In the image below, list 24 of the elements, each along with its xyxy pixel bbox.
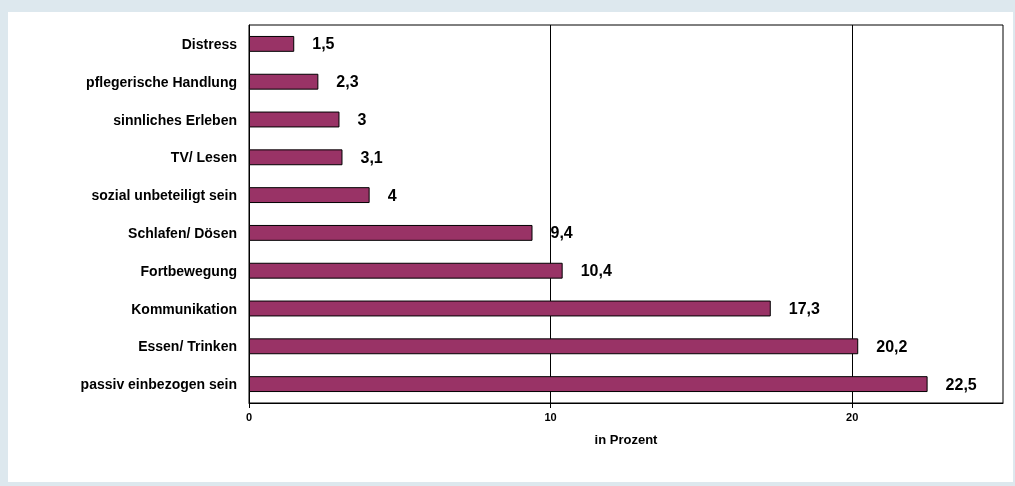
y-tick-label: pflegerische Handlung — [86, 73, 237, 90]
data-label: 4 — [387, 186, 397, 204]
data-label: 20,2 — [876, 337, 908, 355]
y-tick-label: Kommunikation — [131, 300, 237, 317]
data-label: 1,5 — [312, 35, 335, 53]
data-label: 9,4 — [550, 224, 573, 242]
data-label: 17,3 — [788, 300, 821, 317]
y-tick-label: Distress — [181, 35, 238, 52]
y-tick-label: sozial unbeteiligt sein — [91, 187, 237, 204]
y-tick-label: Schlafen/ Dösen — [128, 224, 237, 241]
data-label: 22,5 — [945, 375, 977, 393]
x-tick-label: 0 — [245, 410, 253, 423]
data-label: 2,3 — [336, 73, 359, 91]
x-tick-label: 20 — [846, 410, 859, 423]
data-label: 3 — [357, 111, 367, 128]
data-label: 3,1 — [360, 148, 383, 166]
y-tick-label: Fortbewegung — [140, 262, 237, 279]
y-tick-label: Essen/ Trinken — [138, 338, 237, 355]
x-axis-title: in Prozent — [594, 432, 659, 447]
y-tick-label: sinnliches Erleben — [113, 111, 237, 128]
y-tick-label: TV/ Lesen — [170, 149, 237, 166]
x-tick-label: 10 — [544, 410, 557, 423]
data-label: 10,4 — [580, 262, 612, 280]
y-tick-label: passiv einbezogen sein — [80, 376, 237, 393]
